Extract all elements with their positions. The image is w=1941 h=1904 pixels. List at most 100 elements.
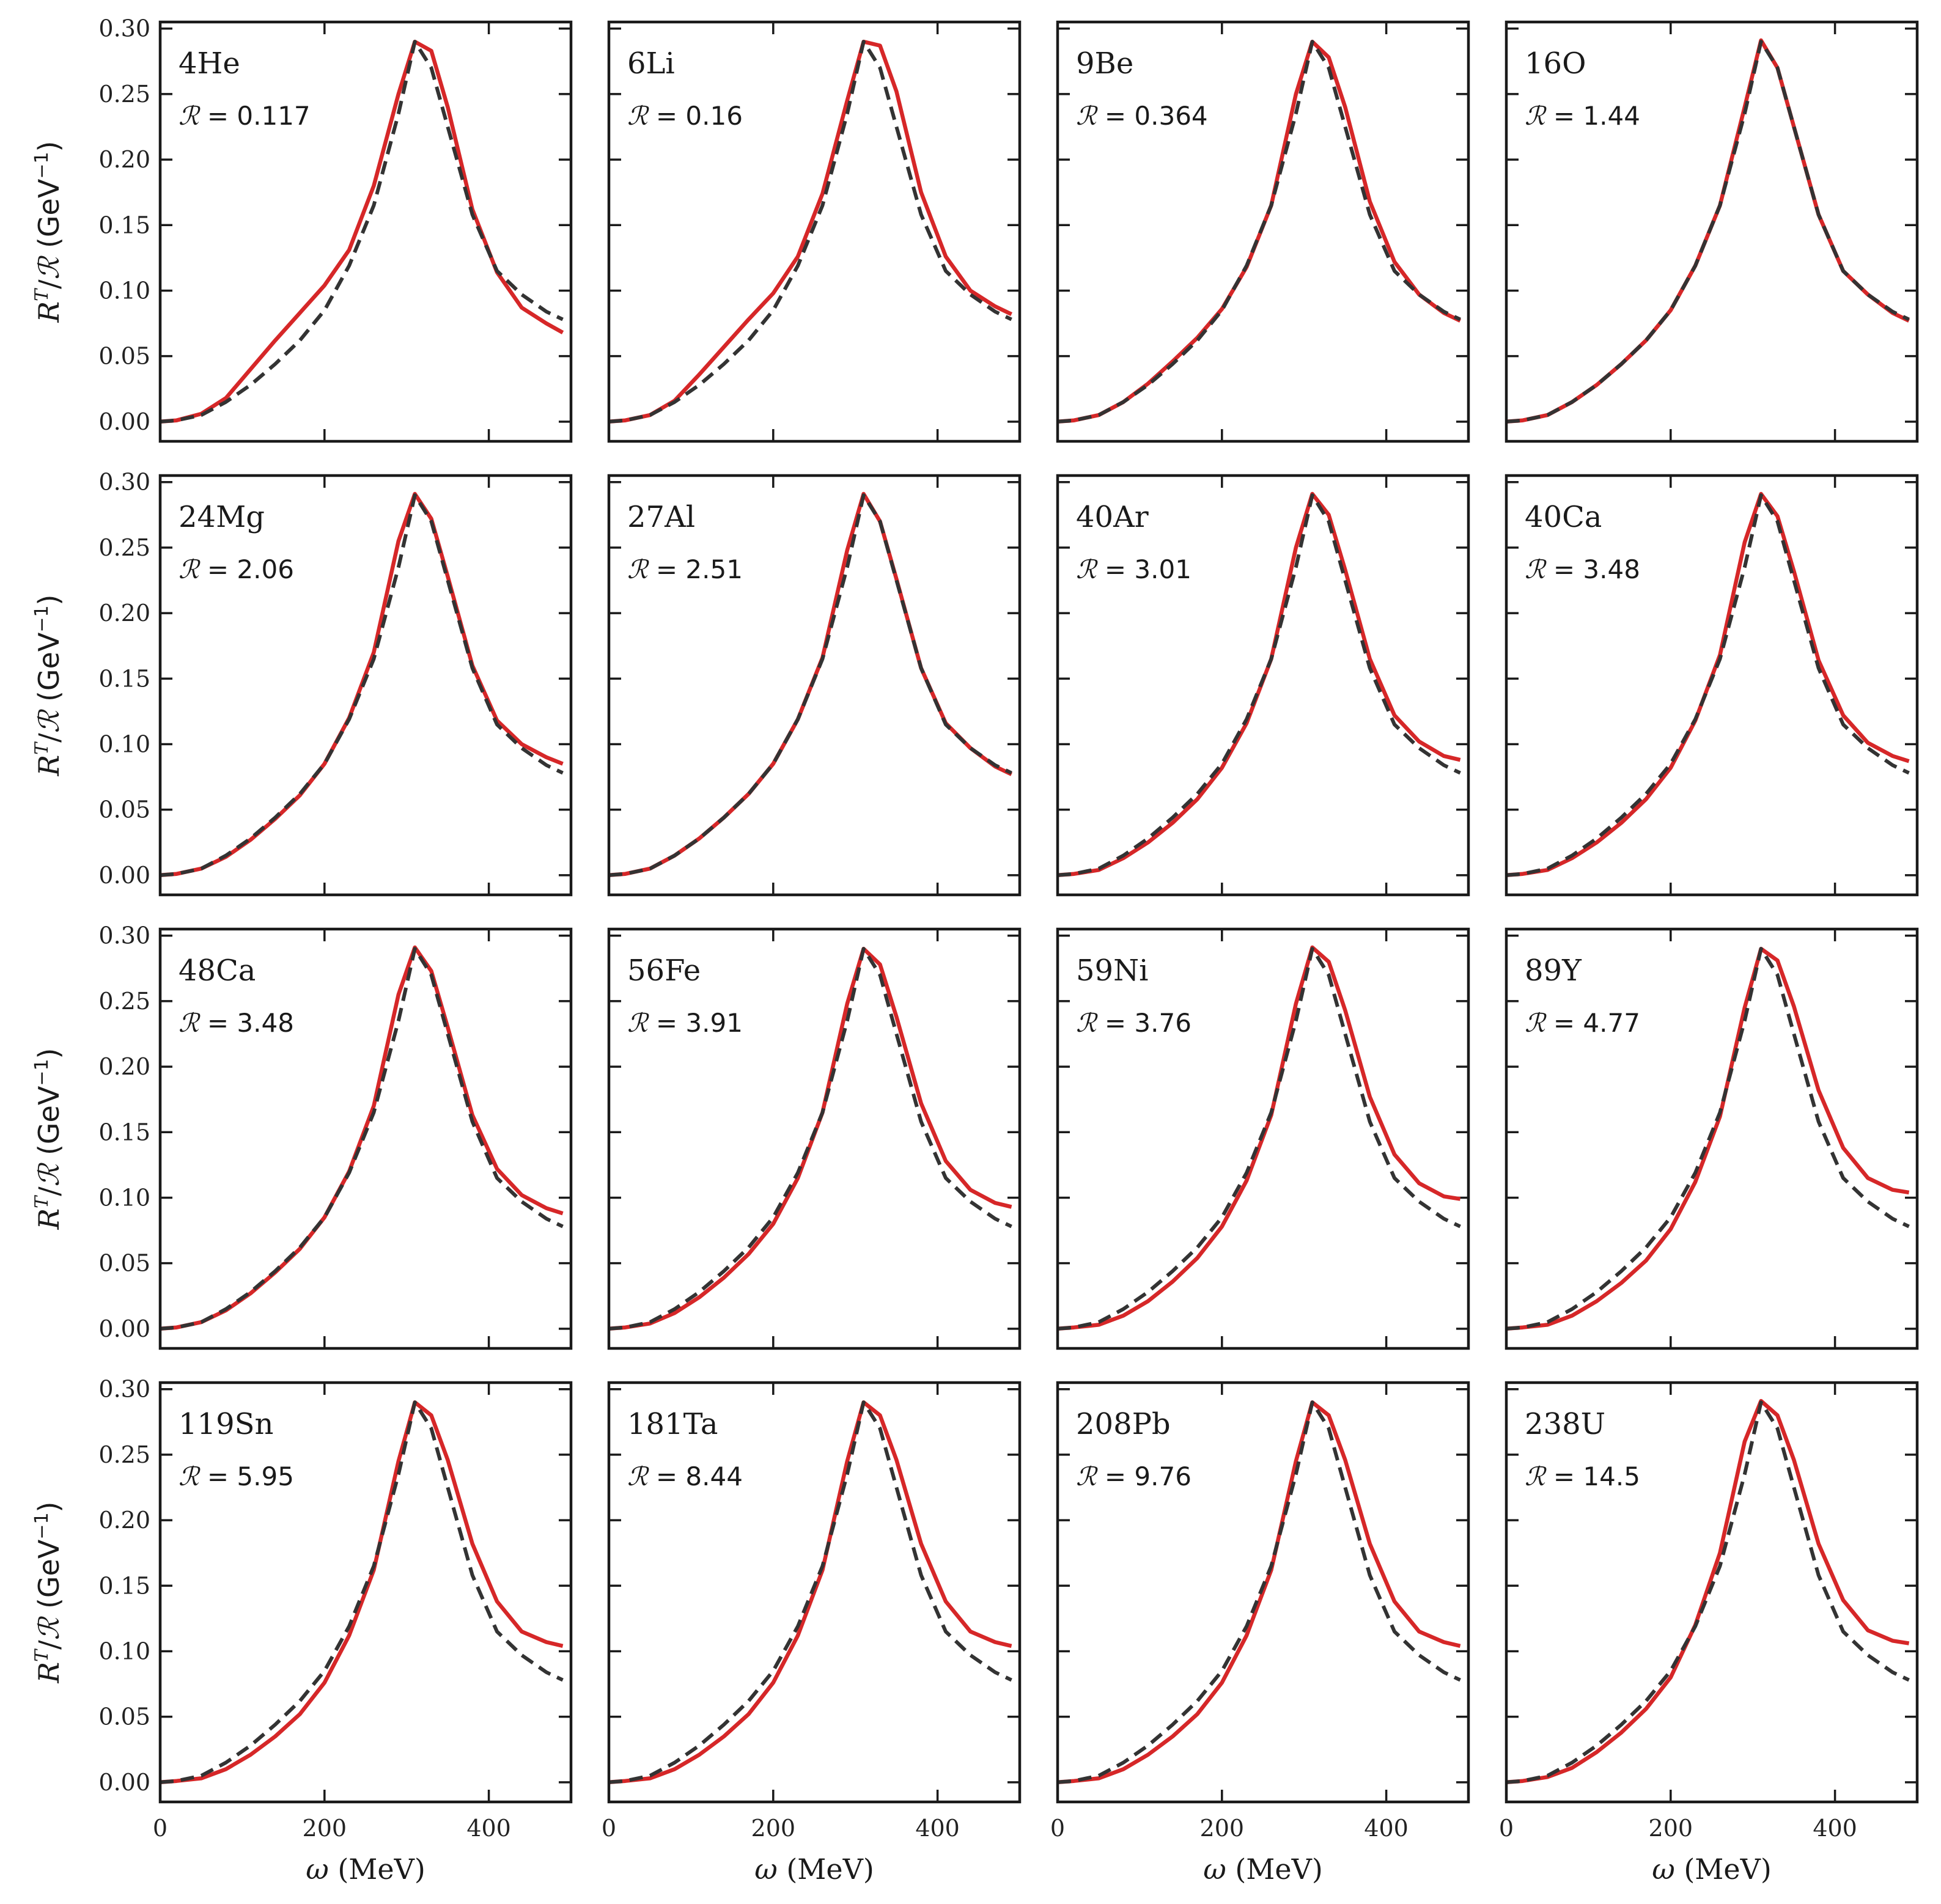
ratio-symbol: ℛ: [627, 1008, 649, 1038]
x-tick-label: 0: [1499, 1815, 1514, 1842]
x-tick-label: 400: [466, 1815, 511, 1842]
ratio-value: = 0.364: [1097, 101, 1208, 131]
y-tick-label: 0.05: [98, 1250, 150, 1277]
y-tick-label: 0.10: [98, 277, 150, 304]
y-label-slash: /: [32, 733, 65, 743]
y-axis-label: RT/ℛ (GeV−1): [31, 1048, 65, 1230]
reference-line-dashed: [160, 947, 564, 1331]
x-axis-label: ω (MeV): [306, 1853, 425, 1886]
y-tick-label: 0.25: [98, 534, 150, 561]
panel-40Ar: 40Ar ℛ = 3.01: [1056, 474, 1470, 897]
panel-frame: [158, 20, 573, 443]
y-tick-label: 0.15: [98, 211, 150, 238]
ratio-symbol: ℛ: [1525, 554, 1547, 584]
x-label-unit: (MeV): [329, 1853, 425, 1886]
reference-line-dashed: [1057, 493, 1461, 877]
reference-line-dashed: [160, 40, 564, 424]
reference-line-dashed: [1057, 947, 1461, 1331]
y-tick-label: 0.00: [98, 1315, 150, 1342]
panel-56Fe: 56Fe ℛ = 3.91: [607, 927, 1022, 1350]
ratio-symbol: ℛ: [627, 1461, 649, 1491]
x-tick-label: 0: [602, 1815, 616, 1842]
panel-frame: [1505, 1381, 1919, 1804]
ratio-label: ℛ = 3.91: [627, 1008, 743, 1038]
y-label-unit-close: ): [32, 594, 65, 605]
ratio-value: = 0.16: [648, 101, 743, 131]
reference-line-dashed: [608, 1400, 1012, 1784]
ratio-label: ℛ = 3.76: [1076, 1008, 1191, 1038]
ratio-symbol: ℛ: [1076, 554, 1098, 584]
y-tick-label: 0.20: [98, 1507, 150, 1534]
reference-line-dashed: [608, 947, 1012, 1331]
panel-119Sn: 0 200 400 0.00 0.05 0.10 0.15 0.20 0.25 0.30 119Sn…: [31, 1376, 573, 1886]
panel-27Al: 27Al ℛ = 2.51: [607, 474, 1022, 897]
panel-grid: 0.00 0.05 0.10 0.15 0.20 0.25 0.30 4He ℛ = 0.117…: [31, 15, 1919, 1886]
nucleus-label: 6Li: [627, 46, 675, 81]
nucleus-label: 9Be: [1076, 46, 1133, 81]
ratio-value: = 2.51: [648, 554, 743, 584]
ratio-symbol: ℛ: [1076, 1461, 1098, 1491]
y-tick-label: 0.10: [98, 730, 150, 757]
nucleus-label: 89Y: [1525, 954, 1582, 988]
y-axis-label: RT/ℛ (GeV−1): [31, 141, 65, 323]
y-label-script: ℛ: [32, 255, 65, 279]
ratio-value: = 14.5: [1545, 1461, 1640, 1491]
ratio-symbol: ℛ: [1525, 1461, 1547, 1491]
panel-frame: [607, 474, 1022, 897]
reference-line-dashed: [1506, 493, 1910, 877]
y-label-slash: /: [32, 279, 65, 289]
y-tick-label: 0.30: [98, 469, 150, 496]
y-label-slash: /: [32, 1186, 65, 1196]
x-label-symbol: ω: [1203, 1853, 1226, 1886]
reference-line-dashed: [1506, 40, 1910, 424]
ratio-value: = 9.76: [1097, 1461, 1191, 1491]
y-label-sup: T: [31, 288, 53, 301]
x-label-symbol: ω: [754, 1853, 778, 1886]
x-tick-label: 200: [1200, 1815, 1245, 1842]
y-label-sup: T: [31, 1649, 53, 1662]
y-label-r: R: [32, 1208, 65, 1230]
ratio-value: = 3.01: [1097, 554, 1191, 584]
panel-59Ni: 59Ni ℛ = 3.76: [1056, 927, 1470, 1350]
series-line-238U: [1506, 1399, 1910, 1785]
panel-frame: [1505, 927, 1919, 1350]
ratio-label: ℛ = 3.01: [1076, 554, 1191, 584]
ratio-label: ℛ = 9.76: [1076, 1461, 1191, 1491]
y-label-r: R: [32, 1662, 65, 1684]
panel-frame: [607, 927, 1022, 1350]
y-label-unit-close: ): [32, 1048, 65, 1059]
y-label-script: ℛ: [32, 1615, 65, 1640]
ratio-label: ℛ = 0.117: [179, 101, 311, 131]
ratio-label: ℛ = 14.5: [1525, 1461, 1640, 1491]
y-tick-label: 0.00: [98, 1769, 150, 1796]
y-tick-label: 0.20: [98, 600, 150, 627]
nucleus-label: 181Ta: [627, 1407, 718, 1441]
ratio-symbol: ℛ: [179, 101, 201, 131]
y-label-unit-close: ): [32, 1501, 65, 1512]
ratio-value: = 3.48: [1545, 554, 1640, 584]
ratio-value: = 1.44: [1545, 101, 1640, 131]
ratio-label: ℛ = 2.51: [627, 554, 743, 584]
reference-line-dashed: [1057, 1400, 1461, 1784]
nucleus-label: 40Ca: [1525, 500, 1602, 534]
x-tick-label: 400: [1813, 1815, 1857, 1842]
panel-9Be: 9Be ℛ = 0.364: [1056, 20, 1470, 443]
x-label-unit: (MeV): [1226, 1853, 1323, 1886]
y-tick-label: 0.05: [98, 796, 150, 823]
nucleus-label: 24Mg: [179, 500, 265, 534]
panel-frame: [158, 927, 573, 1350]
ratio-label: ℛ = 0.364: [1076, 101, 1208, 131]
panel-frame: [1505, 474, 1919, 897]
ratio-value: = 4.77: [1545, 1008, 1640, 1038]
panel-frame: [1505, 20, 1919, 443]
ratio-value: = 0.117: [199, 101, 311, 131]
reference-line-dashed: [1506, 1400, 1910, 1784]
reference-line-dashed: [160, 1400, 564, 1784]
ratio-label: ℛ = 3.48: [179, 1008, 294, 1038]
x-tick-label: 400: [915, 1815, 960, 1842]
y-tick-label: 0.30: [98, 922, 150, 949]
ratio-value: = 2.06: [199, 554, 294, 584]
ratio-label: ℛ = 5.95: [179, 1461, 294, 1491]
x-label-symbol: ω: [1652, 1853, 1675, 1886]
